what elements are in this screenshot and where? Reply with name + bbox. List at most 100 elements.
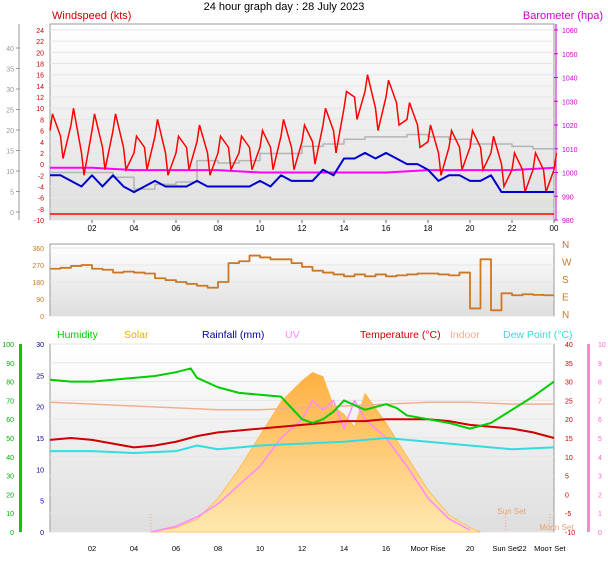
direction-degree-tick: 360: [32, 246, 44, 253]
windspeed-axis-tick: 12: [36, 95, 44, 102]
temperature-axis-tick: 10: [565, 455, 573, 462]
windspeed-axis-tick: -10: [34, 218, 44, 225]
direction-compass-tick: N: [562, 240, 569, 251]
barometer-axis-title: Barometer (hpa): [523, 10, 603, 22]
wind-x-tick: 18: [424, 224, 433, 233]
humidity-axis-bar: [19, 344, 22, 532]
rain-axis-tick: 30: [36, 342, 44, 349]
gust-axis-tick: 40: [6, 46, 14, 53]
temp-x-tick: 20: [466, 544, 474, 553]
humidity-axis-tick: 30: [6, 474, 14, 481]
rain-axis-tick: 25: [36, 373, 44, 380]
humidity-axis-tick: 100: [2, 342, 14, 349]
wind-x-tick: 12: [298, 224, 307, 233]
gust-axis-tick: 35: [6, 67, 14, 74]
temperature-axis-tick: 0: [565, 492, 569, 499]
wind-x-tick: 08: [214, 224, 223, 233]
humidity-axis-tick: 90: [6, 361, 14, 368]
uv-axis-tick: 4: [598, 455, 602, 462]
uv-axis-tick: 10: [598, 342, 606, 349]
wind-x-tick: 20: [466, 224, 475, 233]
windspeed-axis-tick: 24: [36, 28, 44, 35]
windspeed-axis-tick: -2: [38, 173, 44, 180]
barometer-axis-tick: 1020: [562, 123, 578, 130]
legend-item: Solar: [124, 329, 149, 341]
temperature-axis-tick: 30: [565, 380, 573, 387]
uv-axis-tick: 8: [598, 380, 602, 387]
direction-panel: [49, 243, 555, 317]
barometer-axis-tick: 980: [562, 218, 574, 225]
indoor-temp-line: [49, 401, 554, 411]
windspeed-axis-tick: 16: [36, 73, 44, 80]
uv-axis-tick: 3: [598, 474, 602, 481]
legend-item: Temperature (°C): [360, 329, 441, 341]
windspeed-axis-tick: 8: [40, 117, 44, 124]
wind-x-tick: 10: [256, 224, 265, 233]
humidity-axis-tick: 0: [10, 530, 14, 537]
windspeed-axis-tick: 2: [40, 151, 44, 158]
legend-item: Indoor: [450, 329, 480, 341]
humidity-axis-tick: 50: [6, 436, 14, 443]
gust-axis-tick: 10: [6, 169, 14, 176]
direction-degree-tick: 270: [32, 263, 44, 270]
temperature-axis-tick: 20: [565, 417, 573, 424]
windspeed-axis-title: Windspeed (kts): [52, 10, 131, 22]
gust-axis-tick: 20: [6, 128, 14, 135]
uv-line: [150, 399, 471, 533]
temperature-axis-tick: 15: [565, 436, 573, 443]
direction-degree-tick: 180: [32, 280, 44, 287]
gust-axis-tick: 30: [6, 87, 14, 94]
rain-axis-tick: 10: [36, 467, 44, 474]
legend-item: Rainfall (mm): [202, 329, 264, 341]
wind-x-tick: 06: [172, 224, 181, 233]
temperature-line: [49, 418, 555, 449]
gust-line: [49, 74, 558, 193]
direction-compass-tick: S: [562, 275, 569, 286]
dew-point-line: [50, 437, 555, 455]
direction-compass-tick: W: [562, 258, 572, 269]
temp-x-tick: 14: [340, 544, 348, 553]
rain-axis-tick: 5: [40, 499, 44, 506]
gust-axis-tick: 15: [6, 149, 14, 156]
temp-x-tick: 08: [214, 544, 222, 553]
windspeed-axis-tick: 20: [36, 50, 44, 57]
wind-panel: [49, 23, 555, 221]
humidity-axis-tick: 80: [6, 380, 14, 387]
windspeed-axis-tick: 10: [36, 106, 44, 113]
wind-direction-line: [50, 254, 554, 312]
direction-compass-tick: N: [562, 310, 569, 321]
barometer-axis-tick: 1000: [562, 171, 578, 178]
temperature-axis-tick: 25: [565, 398, 573, 405]
legend-item: UV: [285, 329, 300, 341]
humidity-axis-tick: 70: [6, 398, 14, 405]
windspeed-axis-tick: 14: [36, 84, 44, 91]
humidity-axis-tick: 40: [6, 455, 14, 462]
sun-set-label: Sun Set: [497, 507, 526, 516]
humidity-axis-tick: 20: [6, 492, 14, 499]
windspeed-axis-tick: 22: [36, 39, 44, 46]
wind-x-tick: 16: [382, 224, 391, 233]
temp-x-tick: 16: [382, 544, 390, 553]
uv-axis-bar: [587, 344, 590, 532]
wind-x-tick: 00: [550, 224, 559, 233]
temperature-axis-tick: 35: [565, 361, 573, 368]
rain-axis-tick: 0: [40, 530, 44, 537]
windspeed-axis-tick: 18: [36, 62, 44, 69]
barometer-axis-tick: 1060: [562, 28, 578, 35]
uv-axis-tick: 6: [598, 417, 602, 424]
rain-axis-tick: 15: [36, 436, 44, 443]
barometer-axis-tick: 1030: [562, 99, 578, 106]
direction-degree-tick: 90: [36, 297, 44, 304]
barometer-axis-tick: 990: [562, 194, 574, 201]
temperature-axis-tick: -10: [565, 530, 575, 537]
humidity-axis-tick: 10: [6, 511, 14, 518]
uv-axis-tick: 2: [598, 492, 602, 499]
avg-wind-line: [50, 151, 554, 194]
temp-x-tick: 04: [130, 544, 138, 553]
windspeed-axis-tick: 6: [40, 129, 44, 136]
temperature-axis-tick: 5: [565, 474, 569, 481]
wind-x-tick: 22: [508, 224, 517, 233]
rain-axis-tick: 20: [36, 405, 44, 412]
temperature-axis-tick: -5: [565, 511, 571, 518]
temp-x-tick: Mooт Set: [534, 544, 566, 553]
